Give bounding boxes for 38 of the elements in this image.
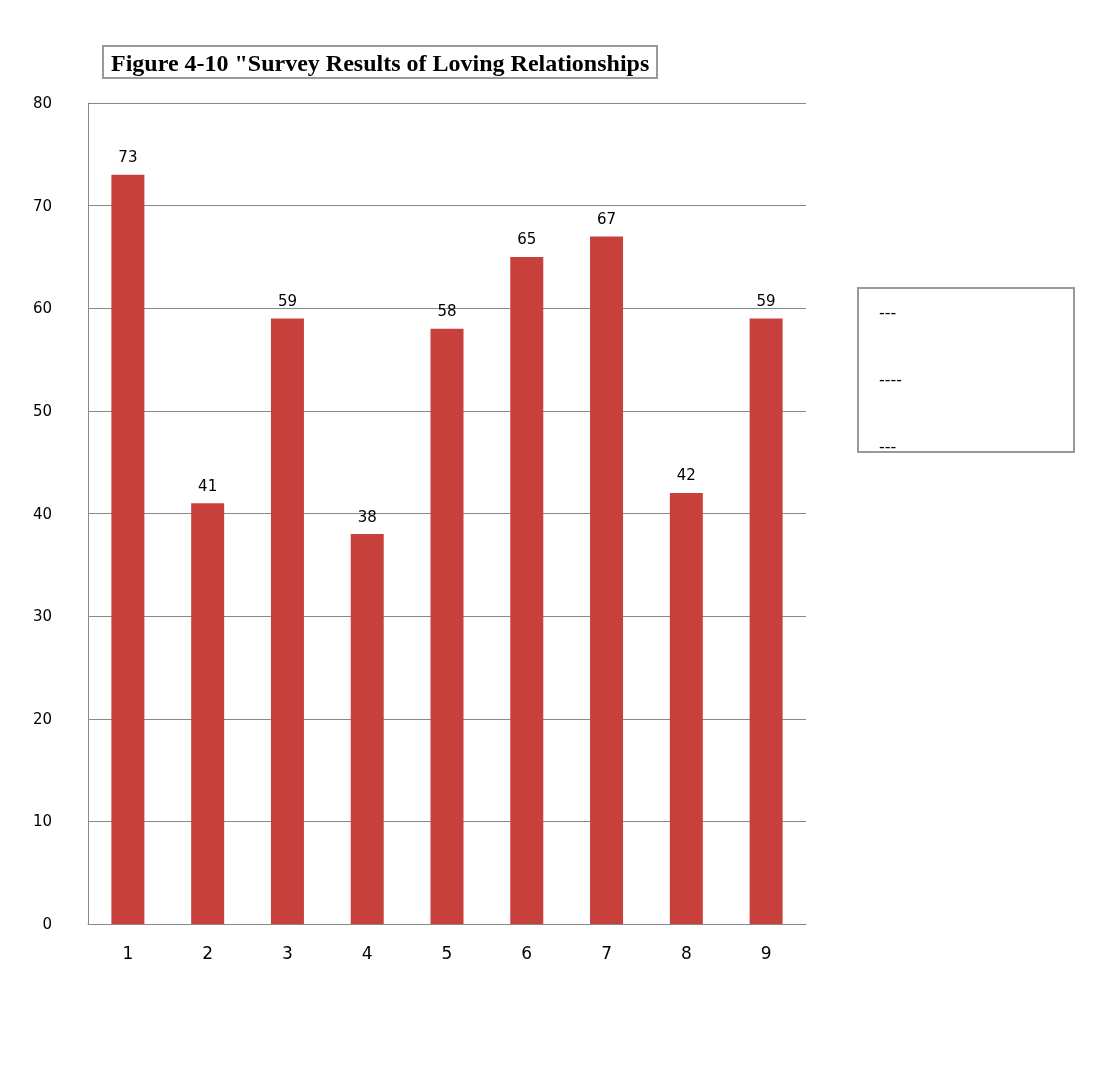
data-label: 42 bbox=[676, 466, 696, 485]
x-tick-label: 2 bbox=[202, 942, 214, 963]
x-tick-label: 5 bbox=[441, 942, 453, 963]
x-tick-label: 3 bbox=[282, 942, 293, 963]
x-tick-label: 1 bbox=[122, 942, 134, 963]
y-tick-label: 10 bbox=[32, 812, 52, 831]
x-tick-label: 6 bbox=[521, 942, 533, 963]
bar bbox=[350, 534, 384, 924]
bar bbox=[510, 256, 544, 924]
y-tick-label: 20 bbox=[32, 709, 52, 728]
x-tick-label: 7 bbox=[601, 942, 612, 963]
data-label: 38 bbox=[357, 507, 377, 526]
data-label: 59 bbox=[277, 292, 297, 311]
data-label: 67 bbox=[597, 209, 617, 228]
data-label: 58 bbox=[437, 302, 457, 321]
data-label: 65 bbox=[517, 230, 537, 249]
bar bbox=[749, 318, 783, 924]
bar bbox=[430, 328, 464, 924]
chart-title: Figure 4-10 "Survey Results of Loving Relationships bbox=[111, 50, 650, 76]
note-box: --- ---- --- bbox=[857, 287, 1075, 453]
y-tick-label: 80 bbox=[32, 94, 52, 112]
y-tick-label: 0 bbox=[42, 915, 52, 933]
y-tick-label: 60 bbox=[32, 299, 52, 318]
x-tick-label: 4 bbox=[361, 942, 373, 963]
bar bbox=[669, 492, 703, 924]
x-tick-label: 8 bbox=[680, 942, 692, 963]
y-tick-label: 50 bbox=[32, 401, 52, 420]
data-label: 59 bbox=[756, 292, 776, 311]
y-tick-label: 70 bbox=[32, 196, 52, 215]
y-tick-label: 30 bbox=[32, 607, 52, 626]
data-label: 73 bbox=[118, 148, 138, 167]
bar bbox=[270, 318, 304, 924]
bar bbox=[191, 503, 225, 924]
bar bbox=[111, 174, 145, 924]
bar bbox=[590, 236, 624, 924]
y-tick-label: 40 bbox=[32, 504, 52, 523]
x-tick-label: 9 bbox=[760, 942, 772, 963]
data-label: 41 bbox=[198, 476, 218, 495]
